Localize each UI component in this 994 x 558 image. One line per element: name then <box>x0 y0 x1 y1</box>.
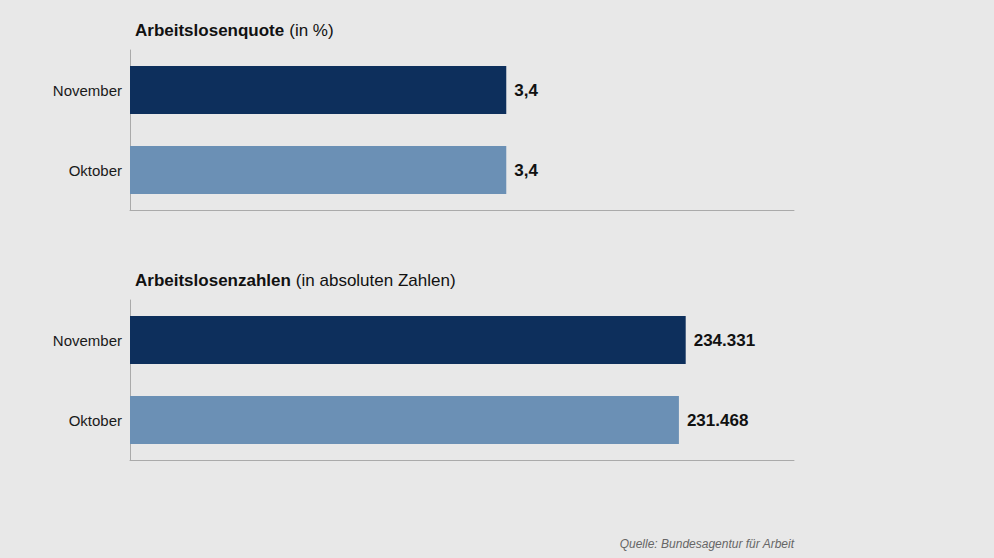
svg-text:3,4: 3,4 <box>514 81 538 100</box>
svg-text:Oktober: Oktober <box>69 162 122 179</box>
svg-text:(in absoluten Zahlen): (in absoluten Zahlen) <box>296 271 456 290</box>
svg-text:231.468: 231.468 <box>687 411 748 430</box>
svg-text:3,4: 3,4 <box>514 161 538 180</box>
svg-text:Oktober: Oktober <box>69 412 122 429</box>
svg-text:(in %): (in %) <box>289 21 333 40</box>
svg-text:Arbeitslosenquote: Arbeitslosenquote <box>135 21 284 40</box>
svg-text:234.331: 234.331 <box>694 331 755 350</box>
svg-text:November: November <box>53 82 122 99</box>
svg-text:November: November <box>53 332 122 349</box>
svg-text:Quelle: Bundesagentur für Arbe: Quelle: Bundesagentur für Arbeit <box>620 537 795 551</box>
svg-text:Arbeitslosenzahlen: Arbeitslosenzahlen <box>135 271 291 290</box>
